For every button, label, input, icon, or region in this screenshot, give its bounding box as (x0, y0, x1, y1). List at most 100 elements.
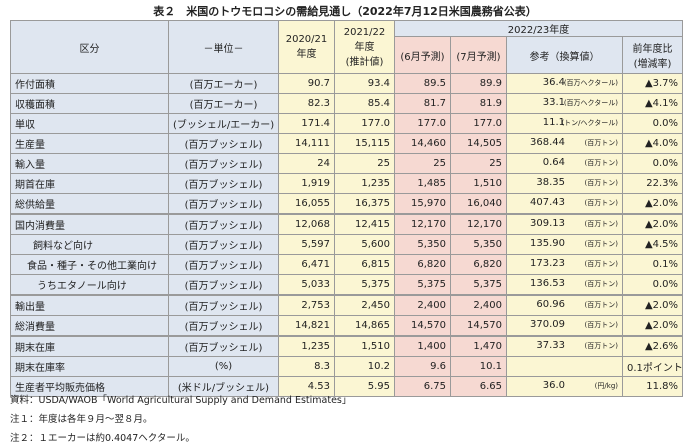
table-row: 飼料など向け (百万ブッシェル) 5,597 5,600 5,350 5,350 135.9… (10, 234, 684, 255)
reference-value: 33.1 (542, 97, 565, 108)
value-2020: 24 (278, 153, 335, 174)
reference-value: 370.09 (530, 319, 565, 330)
value-2021: 5,375 (334, 274, 395, 296)
reference-unit: (百万トン) (584, 260, 618, 268)
reference-cell: 36.4 (百万ヘクタール) (506, 73, 623, 94)
change-value: ▲3.7% (621, 73, 684, 94)
value-june: 15,970 (394, 193, 451, 215)
value-2020: 1,919 (278, 173, 335, 194)
value-2021: 6,815 (334, 254, 395, 275)
header-2020: 2020/21 年度 (278, 20, 335, 74)
supply-demand-table: 区分 －単位－ 2020/21 年度 2021/22 年度 (推計値) 2022/23… (10, 20, 684, 397)
header-category: 区分 (10, 20, 169, 74)
value-june: 1,485 (394, 173, 451, 194)
value-june: 1,400 (394, 335, 451, 357)
change-value: 0.0% (621, 113, 684, 134)
value-2021: 93.4 (334, 73, 395, 94)
row-label: 輸出量 (10, 294, 169, 316)
value-2021: 25 (334, 153, 395, 174)
value-july: 12,170 (450, 213, 507, 235)
change-value: 22.3% (621, 173, 684, 194)
header-row-1: 区分 －単位－ 2020/21 年度 2021/22 年度 (推計値) 2022/23… (10, 20, 684, 74)
value-2020: 8.3 (278, 356, 335, 377)
row-unit: (百万ブッシェル) (168, 315, 279, 337)
reference-value: 11.1 (542, 117, 565, 128)
value-2021: 5,600 (334, 234, 395, 255)
value-july: 14,505 (450, 133, 507, 154)
change-value: 0.0% (621, 153, 684, 174)
value-june: 177.0 (394, 113, 451, 134)
value-2021: 5.95 (334, 376, 395, 397)
value-june: 14,570 (394, 315, 451, 337)
reference-unit: (百万トン) (584, 159, 618, 167)
row-label: 総消費量 (10, 315, 169, 337)
value-july: 6,820 (450, 254, 507, 275)
value-july: 5,350 (450, 234, 507, 255)
header-row-2: (6月予測) (7月予測) 参考（換算値） 前年度比 (増減率) (11, 36, 684, 74)
table-row: 期末在庫率(%)8.310.29.610.1 0.1ポイント 減 (10, 356, 684, 377)
reference-value: 37.33 (536, 340, 565, 351)
value-july: 14,570 (450, 315, 507, 337)
value-2021: 85.4 (334, 93, 395, 114)
reference-cell: 60.96 (百万トン) (506, 294, 623, 316)
table-row: 生産者平均販売価格 (米ドル/ブッシェル) 4.53 5.95 6.75 6.65 36.0… (10, 376, 684, 397)
row-label: 飼料など向け (10, 234, 169, 255)
value-july: 2,400 (450, 294, 507, 316)
reference-cell: 136.53 (百万トン) (506, 274, 623, 296)
table-row: 食品・種子・その他工業向け (百万ブッシェル) 6,471 6,815 6,820 6,8… (10, 254, 684, 275)
row-label: うちエタノール向け (10, 274, 169, 296)
table-row: 輸入量 (百万ブッシェル) 24 25 25 25 0.64 (百万トン) 0.0% (10, 153, 684, 174)
value-2020: 4.53 (278, 376, 335, 397)
row-unit: (ブッシェル/エーカー) (168, 113, 279, 134)
reference-value: 0.64 (542, 157, 565, 168)
value-2020: 12,068 (278, 213, 335, 235)
value-2020: 1,235 (278, 335, 335, 357)
value-2021: 1,235 (334, 173, 395, 194)
table-row: 輸出量 (百万ブッシェル) 2,753 2,450 2,400 2,400 60.96 (百万… (10, 294, 684, 316)
reference-cell: 11.1 (トン/ヘクタール) (506, 113, 623, 134)
value-july: 177.0 (450, 113, 507, 134)
row-unit: (百万ブッシェル) (168, 193, 279, 215)
reference-value: 36.0 (542, 380, 565, 391)
reference-value: 135.90 (530, 238, 565, 249)
value-2020: 5,033 (278, 274, 335, 296)
row-label: 食品・種子・その他工業向け (10, 254, 169, 275)
change-value: 0.1ポイント 減 (621, 356, 684, 377)
row-label: 生産者平均販売価格 (10, 376, 169, 397)
change-value: 0.1% (621, 254, 684, 275)
change-value: 0.0% (621, 274, 684, 296)
table-title: 表２ 米国のトウモロコシの需給見通し（2022年7月12日米国農務省公表） (153, 5, 537, 18)
value-july: 81.9 (450, 93, 507, 114)
row-unit: (百万ブッシェル) (168, 213, 279, 235)
footnote: 注１：年度は各年９月～翌８月。 (10, 414, 153, 425)
row-label: 単収 (10, 113, 169, 134)
header-unit: －単位－ (168, 20, 279, 74)
value-2020: 82.3 (278, 93, 335, 114)
table-row: 総供給量 (百万ブッシェル) 16,055 16,375 15,970 16,040 407… (10, 193, 684, 215)
row-label: 輸入量 (10, 153, 169, 174)
reference-value: 60.96 (536, 299, 565, 310)
reference-cell: 36.0 (円/kg) (506, 376, 623, 397)
row-unit: (百万ブッシェル) (168, 294, 279, 316)
change-value: ▲4.1% (621, 93, 684, 114)
row-label: 国内消費量 (10, 213, 169, 235)
value-2020: 16,055 (278, 193, 335, 215)
value-2020: 171.4 (278, 113, 335, 134)
change-value: ▲2.0% (621, 315, 684, 337)
value-june: 12,170 (394, 213, 451, 235)
reference-value: 136.53 (530, 278, 565, 289)
reference-unit: (百万トン) (584, 301, 618, 309)
change-value: ▲2.0% (621, 294, 684, 316)
change-value: 11.8% (621, 376, 684, 397)
value-july: 5,375 (450, 274, 507, 296)
row-unit: (百万ブッシェル) (168, 335, 279, 357)
reference-unit: (百万ヘクタール) (563, 79, 618, 87)
row-unit: (百万ブッシェル) (168, 133, 279, 154)
reference-cell: 0.64 (百万トン) (506, 153, 623, 174)
value-2020: 90.7 (278, 73, 335, 94)
value-july: 10.1 (450, 356, 507, 377)
reference-cell: 370.09 (百万トン) (506, 315, 623, 337)
value-july: 16,040 (450, 193, 507, 215)
reference-cell (506, 356, 623, 377)
reference-cell: 368.44 (百万トン) (506, 133, 623, 154)
